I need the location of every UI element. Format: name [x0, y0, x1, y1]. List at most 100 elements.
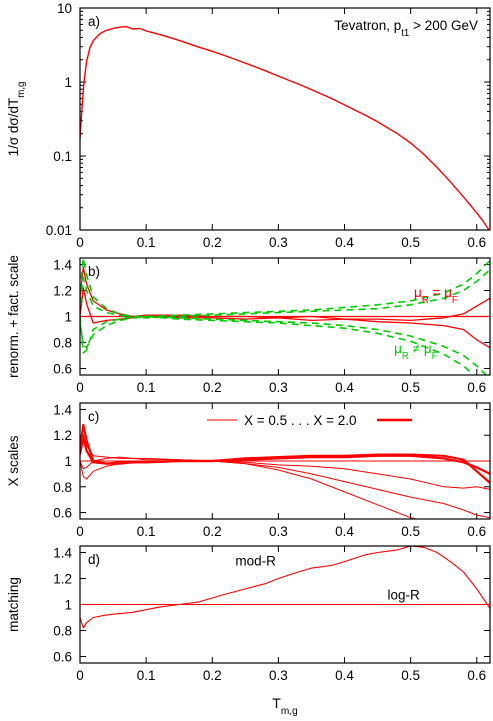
series-line	[80, 315, 488, 375]
label-text: p	[394, 18, 402, 33]
y-tick-label: 1.4	[53, 546, 72, 561]
x-tick-label: 0.5	[401, 380, 420, 395]
x-tick-label: 0.2	[203, 668, 222, 683]
x-tick-label: 0.2	[203, 380, 222, 395]
series-line	[80, 436, 490, 475]
x-tick-label: 0.1	[137, 668, 156, 683]
series-line	[80, 423, 490, 484]
x-tick-label: 0.3	[269, 668, 288, 683]
x-tick-label: 0.5	[401, 235, 420, 250]
label-text: mod-R	[235, 554, 276, 569]
panel-label: b)	[88, 264, 100, 279]
x-tick-label: 0.1	[137, 524, 156, 539]
y-tick-label: 1.2	[53, 572, 72, 587]
annotation-text: log-R	[388, 587, 421, 602]
annotation-text: μR = μF	[414, 285, 458, 306]
x-tick-label: 0	[76, 380, 84, 395]
y-tick-label: 0.8	[53, 624, 72, 639]
label-text: μ	[394, 341, 402, 356]
label-text: =	[429, 285, 444, 300]
plot-frame	[79, 7, 491, 231]
y-tick-label: 0.6	[53, 362, 72, 377]
subscript-text: F	[432, 350, 438, 361]
y-tick-label: 0.8	[53, 336, 72, 351]
y-tick-label: 0.6	[53, 650, 72, 665]
y-tick-label: 0.8	[53, 480, 72, 495]
x-tick-label: 0.1	[137, 380, 156, 395]
label-text: renorm. + fact. scale	[6, 255, 21, 378]
plot-frame	[79, 257, 491, 376]
label-text: μ	[444, 285, 452, 300]
label-text: X scales	[6, 435, 21, 486]
panel-label: d)	[88, 552, 100, 567]
y-tick-label: 1	[64, 310, 72, 325]
y-tick-label: 1	[64, 75, 72, 90]
series-line	[80, 434, 490, 490]
x-tick-label: 0.4	[335, 380, 354, 395]
subscript-text: t1	[401, 28, 409, 39]
panel-c: 0 0.1 0.2 0.3 0.4 0.5 0.6 0.6 0.8 1 1.2 1.4 c) X scal…	[6, 402, 491, 539]
x-tick-label: 0.6	[467, 524, 486, 539]
subscript-text: R	[422, 295, 429, 306]
y-axis-label: 1/σ dσ/dTm,g	[6, 82, 27, 157]
label-text: matching	[6, 577, 21, 632]
label-text: ≠	[409, 341, 424, 356]
subscript-text: R	[402, 350, 409, 361]
x-tick-label: 0.6	[467, 668, 486, 683]
legend-label: X = 0.5 . . . X = 2.0	[244, 413, 357, 428]
label-text: T	[272, 695, 281, 711]
x-tick-label: 0.3	[269, 235, 288, 250]
x-tick-label: 0.2	[203, 235, 222, 250]
y-axis-label: X scales	[6, 435, 21, 486]
x-axis-label: Tm,g	[272, 695, 297, 717]
label-text: T	[6, 98, 21, 106]
label-text: 1/σ dσ/d	[6, 106, 21, 156]
label-text: > 200 GeV	[409, 18, 478, 33]
label-text: Tevatron,	[334, 18, 393, 33]
x-tick-label: 0	[76, 668, 84, 683]
annotation-text: Tevatron, pt1 > 200 GeV	[334, 18, 478, 39]
annotation-text: μR ≠ μF	[394, 341, 437, 362]
y-tick-label: 0.1	[53, 149, 72, 164]
x-tick-label: 0.1	[137, 235, 156, 250]
series-line	[80, 546, 490, 629]
y-tick-label: 0.6	[53, 506, 72, 521]
x-tick-label: 0.6	[467, 235, 486, 250]
y-tick-label: 0.01	[46, 223, 72, 238]
label-text: μ	[414, 285, 422, 300]
label-text: μ	[424, 341, 432, 356]
y-tick-label: 1.2	[53, 428, 72, 443]
annotation-text: mod-R	[235, 554, 276, 569]
series-line	[80, 269, 490, 319]
subscript-text: m,g	[281, 706, 298, 717]
x-tick-label: 0	[76, 524, 84, 539]
x-tick-label: 0.5	[401, 524, 420, 539]
plot-frame	[79, 545, 491, 664]
x-tick-label: 0	[76, 235, 84, 250]
x-tick-label: 0.2	[203, 524, 222, 539]
series-line	[80, 25, 490, 230]
y-tick-label: 1.4	[53, 402, 72, 417]
y-tick-label: 10	[57, 1, 72, 16]
x-tick-label: 0.4	[335, 524, 354, 539]
subscript-text: F	[452, 295, 458, 306]
series-line	[80, 258, 490, 318]
panel-label: a)	[88, 14, 100, 29]
series-line	[80, 456, 490, 519]
y-tick-label: 1.2	[53, 284, 72, 299]
panel-d: 0 0.1 0.2 0.3 0.4 0.5 0.6 0.6 0.8 1 1.2 1.4 d) matchi…	[6, 545, 491, 717]
y-axis-label: renorm. + fact. scale	[6, 255, 21, 378]
x-tick-label: 0.4	[335, 235, 354, 250]
series-line	[80, 266, 490, 322]
series-line	[80, 315, 476, 375]
y-tick-label: 1	[64, 454, 72, 469]
label-text: log-R	[388, 587, 421, 602]
y-tick-label: 1.4	[53, 258, 72, 273]
x-tick-label: 0.6	[467, 380, 486, 395]
x-tick-label: 0.3	[269, 380, 288, 395]
plot-frame	[79, 402, 491, 520]
series-line	[80, 460, 419, 519]
panel-b: 0 0.1 0.2 0.3 0.4 0.5 0.6 0.6 0.8 1 1.2 1.4 b) renorm…	[6, 255, 491, 395]
